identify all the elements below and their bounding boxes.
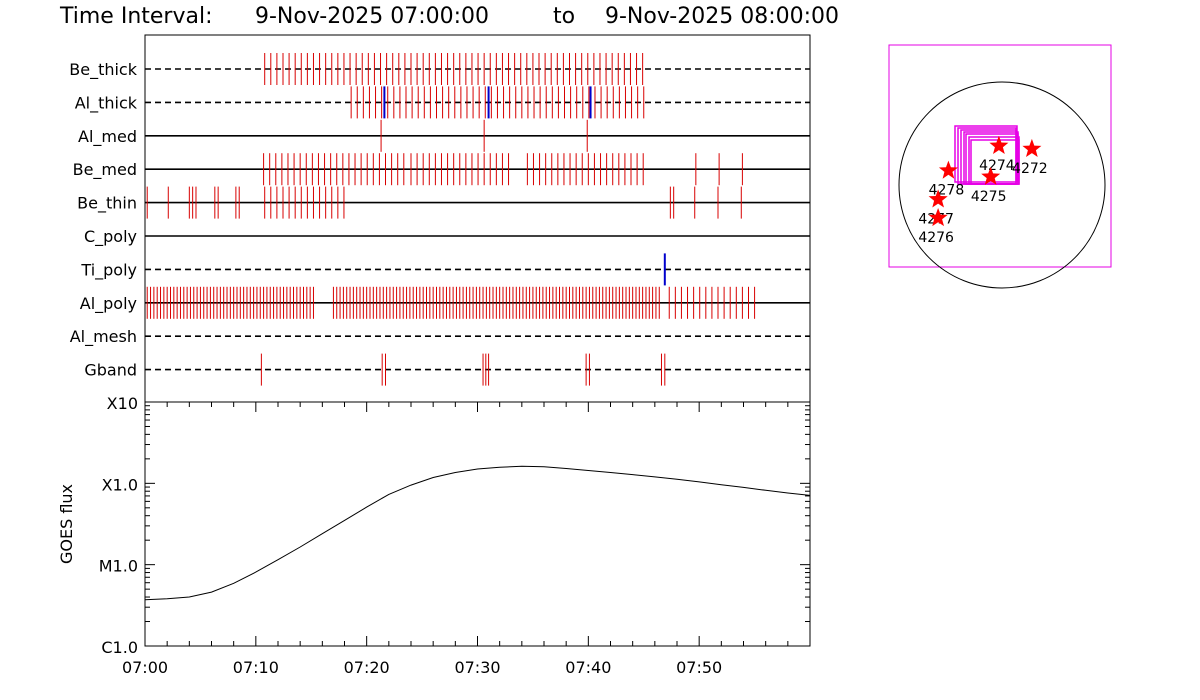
active-region-4272: 4272 — [1012, 138, 1048, 177]
y-tick-label: C1.0 — [101, 638, 138, 657]
active-region-label: 4275 — [971, 189, 1007, 205]
goes-frame — [144, 401, 811, 647]
x-tick-label: 07:10 — [233, 658, 279, 677]
goes-flux-series-line — [144, 465, 811, 601]
y-tick-label: M1.0 — [99, 557, 138, 576]
timeline-row-c-poly: C_poly — [84, 227, 810, 247]
row-label: Ti_poly — [80, 260, 137, 280]
timeline-row-be-thick: Be_thick — [69, 53, 810, 85]
map-pointing-boxes — [954, 125, 1020, 185]
title-connector: to — [553, 4, 575, 29]
timeline-row-be-med: Be_med — [73, 153, 810, 186]
map-field-of-view-box — [888, 44, 1112, 268]
timeline-frame — [144, 34, 811, 403]
row-label: Al_mesh — [70, 327, 137, 347]
active-region-4276: 4276 — [918, 208, 954, 246]
timeline-row-al-thick: Al_thick — [75, 86, 810, 119]
title-start: 9-Nov-2025 07:00:00 — [255, 4, 489, 29]
x-tick-label: 07:50 — [676, 658, 722, 677]
row-label: Be_med — [73, 160, 137, 180]
x-tick-label: 07:40 — [565, 658, 611, 677]
pointing-box — [970, 139, 1020, 185]
active-region-4278: 4278 — [929, 160, 964, 199]
filter-timeline-panel: Be_thick Al_thick Al_med Be_med Be_thin C_pol… — [69, 34, 811, 403]
active-region-4274: 4274 — [979, 135, 1015, 174]
row-label: Al_med — [78, 127, 137, 147]
timeline-row-al-poly: Al_poly — [80, 286, 810, 319]
timeline-row-al-mesh: Al_mesh — [70, 327, 810, 347]
active-region-star-icon — [928, 189, 948, 208]
row-label: Be_thin — [77, 194, 137, 214]
row-label: C_poly — [84, 227, 137, 247]
timeline-row-be-thin: Be_thin — [77, 186, 810, 219]
active-region-label: 4276 — [918, 230, 954, 246]
goes-flux-panel: X10 X1.0 M1.0 C1.007:00 07:10 07:20 07:30 07:40… — [57, 394, 811, 677]
active-region-star-icon — [989, 135, 1009, 154]
x-tick-label: 07:20 — [344, 658, 390, 677]
x-tick-label: 07:00 — [122, 658, 168, 677]
active-region-star-icon — [938, 160, 958, 179]
timeline-row-al-med: Al_med — [78, 119, 810, 152]
row-label: Be_thick — [69, 60, 137, 80]
active-region-star-icon — [1022, 138, 1042, 157]
row-label: Al_poly — [80, 294, 137, 314]
title-end: 9-Nov-2025 08:00:00 — [605, 4, 839, 29]
row-label: Gband — [84, 361, 137, 380]
active-region-label: 4272 — [1012, 161, 1048, 177]
y-tick-label: X1.0 — [102, 475, 138, 494]
active-region-star-icon — [981, 166, 1001, 185]
goes-ylabel: GOES flux — [57, 484, 76, 564]
active-region-star-icon — [928, 208, 948, 227]
solar-disk-map: 427242744275427842774276 — [888, 44, 1112, 289]
timeline-row-ti-poly: Ti_poly — [80, 253, 810, 286]
x-tick-label: 07:30 — [454, 658, 500, 677]
title: Time Interval: 9-Nov-2025 07:00:00 to 9-… — [59, 4, 839, 29]
active-region-label: 4274 — [979, 158, 1015, 174]
active-region-4275: 4275 — [971, 166, 1007, 205]
timeline-row-gband: Gband — [84, 353, 810, 386]
y-tick-label: X10 — [107, 394, 138, 413]
row-label: Al_thick — [75, 93, 138, 113]
solar-limb-circle — [898, 81, 1106, 289]
title-prefix: Time Interval: — [59, 4, 213, 29]
